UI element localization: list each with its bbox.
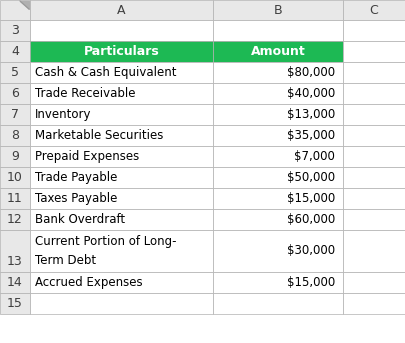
Bar [213,104,343,125]
Text: 11: 11 [7,192,23,205]
Bar [30,41,213,62]
Text: Particulars: Particulars [83,45,160,58]
Text: $13,000: $13,000 [287,108,335,121]
Text: $15,000: $15,000 [287,192,335,205]
Text: C: C [370,3,378,16]
Bar [30,146,213,167]
Bar [30,83,213,104]
Text: $50,000: $50,000 [287,171,335,184]
Text: $60,000: $60,000 [287,213,335,226]
Bar [213,146,343,167]
Text: 6: 6 [11,87,19,100]
Bar [343,146,405,167]
Text: Trade Payable: Trade Payable [35,171,117,184]
Text: 8: 8 [11,129,19,142]
Bar [0,146,30,167]
Bar [30,20,213,41]
Bar [30,104,213,125]
Bar [213,0,343,20]
Text: Inventory: Inventory [35,108,92,121]
Text: Bank Overdraft: Bank Overdraft [35,213,125,226]
Bar [30,167,213,188]
Text: 10: 10 [7,171,23,184]
Bar [213,62,343,83]
Bar [30,209,213,230]
Text: 3: 3 [11,24,19,37]
Bar [343,104,405,125]
Text: $40,000: $40,000 [287,87,335,100]
Bar [30,188,213,209]
Bar [213,209,343,230]
Text: $30,000: $30,000 [287,245,335,258]
Bar [213,167,343,188]
Text: A: A [117,3,126,16]
Bar [343,272,405,293]
Bar [30,62,213,83]
Text: 7: 7 [11,108,19,121]
Text: Accrued Expenses: Accrued Expenses [35,276,143,289]
Bar [0,188,30,209]
Bar [0,41,30,62]
Text: Marketable Securities: Marketable Securities [35,129,163,142]
Text: Taxes Payable: Taxes Payable [35,192,117,205]
Bar [343,20,405,41]
Bar [30,125,213,146]
Bar [213,230,343,272]
Bar [213,272,343,293]
Bar [0,209,30,230]
Text: Cash & Cash Equivalent: Cash & Cash Equivalent [35,66,177,79]
Bar [343,293,405,314]
Bar [30,0,213,20]
Bar [343,41,405,62]
Bar [213,188,343,209]
Bar [213,125,343,146]
Text: 5: 5 [11,66,19,79]
Text: $15,000: $15,000 [287,276,335,289]
Bar [0,83,30,104]
Bar [343,83,405,104]
Text: Current Portion of Long-: Current Portion of Long- [35,235,177,248]
Bar [0,230,30,272]
Bar [0,0,30,20]
Bar [0,293,30,314]
Bar [0,20,30,41]
Bar [213,41,343,62]
Text: 15: 15 [7,297,23,310]
Text: Prepaid Expenses: Prepaid Expenses [35,150,139,163]
Bar [343,62,405,83]
Bar [0,272,30,293]
Bar [0,62,30,83]
Text: $35,000: $35,000 [287,129,335,142]
Text: B: B [274,3,282,16]
Text: $80,000: $80,000 [287,66,335,79]
Bar [343,188,405,209]
Bar [30,272,213,293]
Bar [343,125,405,146]
Bar [213,293,343,314]
Bar [0,104,30,125]
Text: 14: 14 [7,276,23,289]
Bar [343,0,405,20]
Bar [0,167,30,188]
Bar [213,20,343,41]
Bar [343,230,405,272]
Bar [213,83,343,104]
Bar [30,230,213,272]
Polygon shape [20,1,29,9]
Bar [30,293,213,314]
Bar [343,209,405,230]
Text: Amount: Amount [251,45,305,58]
Text: 12: 12 [7,213,23,226]
Text: 9: 9 [11,150,19,163]
Text: 4: 4 [11,45,19,58]
Text: Trade Receivable: Trade Receivable [35,87,136,100]
Text: Term Debt: Term Debt [35,254,96,267]
Bar [343,167,405,188]
Text: $7,000: $7,000 [294,150,335,163]
Bar [0,125,30,146]
Text: 13: 13 [7,255,23,268]
